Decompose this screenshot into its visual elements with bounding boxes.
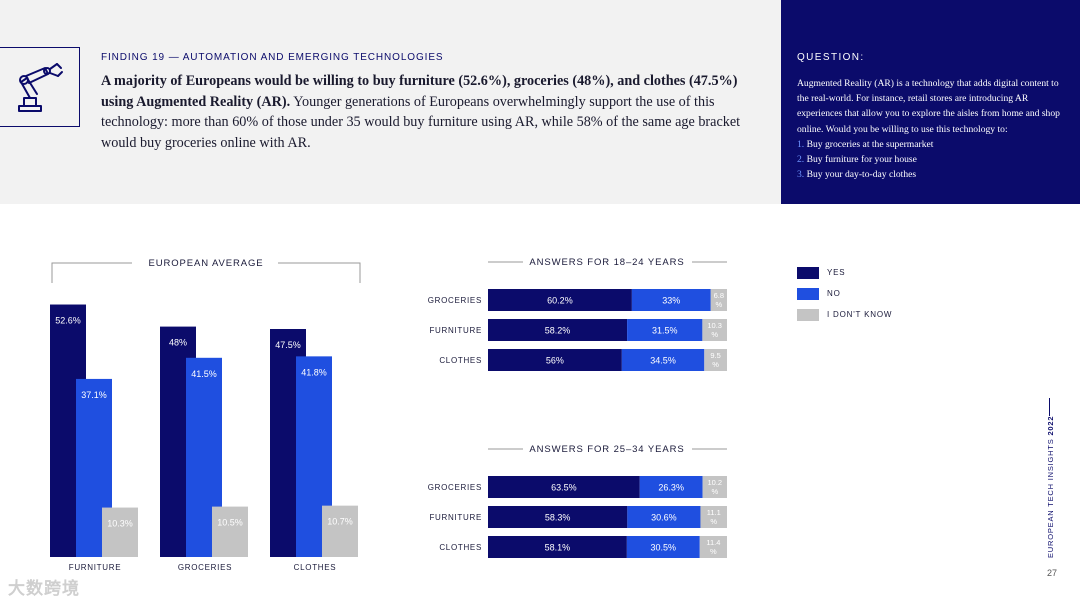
watermark: 大数跨境 <box>8 579 80 598</box>
stacked-segment <box>699 536 727 558</box>
stacked-segment <box>488 289 632 311</box>
data-label: 10.3% <box>707 321 722 339</box>
stacked-segment <box>702 319 727 341</box>
stacked-segment <box>488 506 628 528</box>
header-band <box>0 0 781 204</box>
data-label: 30.6% <box>651 513 677 523</box>
data-label: 11.4% <box>706 538 720 556</box>
y-tick-label: CLOTHES <box>439 356 482 365</box>
side-divider <box>1049 398 1050 416</box>
legend-label: I DON'T KNOW <box>827 310 893 319</box>
legend-item: NO <box>797 283 892 304</box>
data-label: 31.5% <box>652 326 678 336</box>
chart-title: EUROPEAN AVERAGE <box>148 258 263 269</box>
legend-swatch <box>797 287 819 300</box>
stacked-segment <box>700 506 727 528</box>
side-label: EUROPEAN TECH INSIGHTS 2022 <box>1046 415 1055 558</box>
data-label: 52.6% <box>55 316 81 326</box>
y-tick-label: GROCERIES <box>428 483 482 492</box>
question-option: 2. Buy furniture for your house <box>797 154 917 166</box>
legend-label: NO <box>827 289 841 298</box>
stacked-segment <box>639 476 703 498</box>
question-option: 1. Buy groceries at the supermarket <box>797 138 934 150</box>
data-label: 60.2% <box>547 296 573 306</box>
stacked-segment <box>621 349 705 371</box>
robot-arm-icon-box <box>0 47 80 127</box>
stacked-segment <box>702 476 727 498</box>
data-label: 10.2% <box>708 478 723 496</box>
stacked-segment <box>488 349 622 371</box>
answers-18-24-chart: ANSWERS FOR 18–24 YEARS GROCERIES 60.2% 33%… <box>428 257 727 371</box>
data-label: 58.3% <box>545 513 571 523</box>
data-label: 26.3% <box>658 483 684 493</box>
data-label: 56% <box>546 356 564 366</box>
data-label: 10.3% <box>107 519 133 529</box>
headline: A majority of Europeans would be willing… <box>101 71 751 153</box>
chart-title: ANSWERS FOR 18–24 YEARS <box>529 257 684 268</box>
legend-label: YES <box>827 268 846 277</box>
legend-swatch <box>797 266 819 279</box>
stacked-segment <box>631 289 711 311</box>
data-label: 37.1% <box>81 390 107 400</box>
question-body: Augmented Reality (AR) is a technology t… <box>797 76 1067 182</box>
x-tick-label: FURNITURE <box>69 563 122 572</box>
data-label: 10.7% <box>327 517 353 527</box>
stacked-segment <box>488 476 640 498</box>
answers-25-34-chart: ANSWERS FOR 25–34 YEARS GROCERIES 63.5% 26.… <box>428 444 727 558</box>
question-title: QUESTION: <box>797 52 865 63</box>
legend-item: YES <box>797 262 892 283</box>
chart-title: ANSWERS FOR 25–34 YEARS <box>529 444 684 455</box>
x-tick-label: CLOTHES <box>294 563 337 572</box>
finding-label: FINDING 19 — AUTOMATION AND EMERGING TEC… <box>101 52 444 63</box>
stacked-segment <box>488 319 628 341</box>
data-label: 58.1% <box>545 543 571 553</box>
title-bracket <box>51 262 361 283</box>
legend-item: I DON'T KNOW <box>797 304 892 325</box>
data-label: 9.5% <box>710 351 720 369</box>
question-text: Augmented Reality (AR) is a technology t… <box>797 78 1060 135</box>
question-option: 3. Buy your day-to-day clothes <box>797 169 917 181</box>
stacked-segment <box>710 289 727 311</box>
data-label: 30.5% <box>651 543 677 553</box>
bar <box>212 506 248 557</box>
data-label: 6.8% <box>714 291 724 309</box>
stacked-segment <box>626 536 700 558</box>
data-label: 33% <box>662 296 680 306</box>
european-average-chart: EUROPEAN AVERAGE 52.6% 37.1% 10.3% FURNITURE… <box>50 258 361 572</box>
y-tick-label: FURNITURE <box>429 513 482 522</box>
data-label: 41.5% <box>191 369 217 379</box>
data-label: 47.5% <box>275 340 301 350</box>
stacked-segment <box>627 319 703 341</box>
stacked-segment <box>488 536 627 558</box>
data-label: 63.5% <box>551 483 577 493</box>
data-label: 48% <box>169 338 187 348</box>
data-label: 41.8% <box>301 367 327 377</box>
stacked-segment <box>627 506 701 528</box>
data-label: 34.5% <box>650 356 676 366</box>
data-label: 11.1% <box>707 508 721 526</box>
question-panel: QUESTION: Augmented Reality (AR) is a te… <box>781 0 1080 204</box>
robot-arm-icon <box>17 63 63 112</box>
y-tick-label: GROCERIES <box>428 296 482 305</box>
legend: YES NO I DON'T KNOW <box>797 262 892 325</box>
headline-bold: A majority of Europeans would be willing… <box>101 73 738 110</box>
data-label: 10.5% <box>217 518 243 528</box>
question-options: 1. Buy groceries at the supermarket 2. B… <box>797 137 1067 183</box>
x-tick-label: GROCERIES <box>178 563 232 572</box>
y-tick-label: FURNITURE <box>429 326 482 335</box>
stacked-segment <box>704 349 727 371</box>
data-label: 58.2% <box>545 326 571 336</box>
y-tick-label: CLOTHES <box>439 543 482 552</box>
bar <box>322 505 358 557</box>
page-number: 27 <box>1047 568 1058 578</box>
bar <box>102 507 138 557</box>
legend-swatch <box>797 308 819 321</box>
headline-rest: Younger generations of Europeans overwhe… <box>101 93 741 151</box>
